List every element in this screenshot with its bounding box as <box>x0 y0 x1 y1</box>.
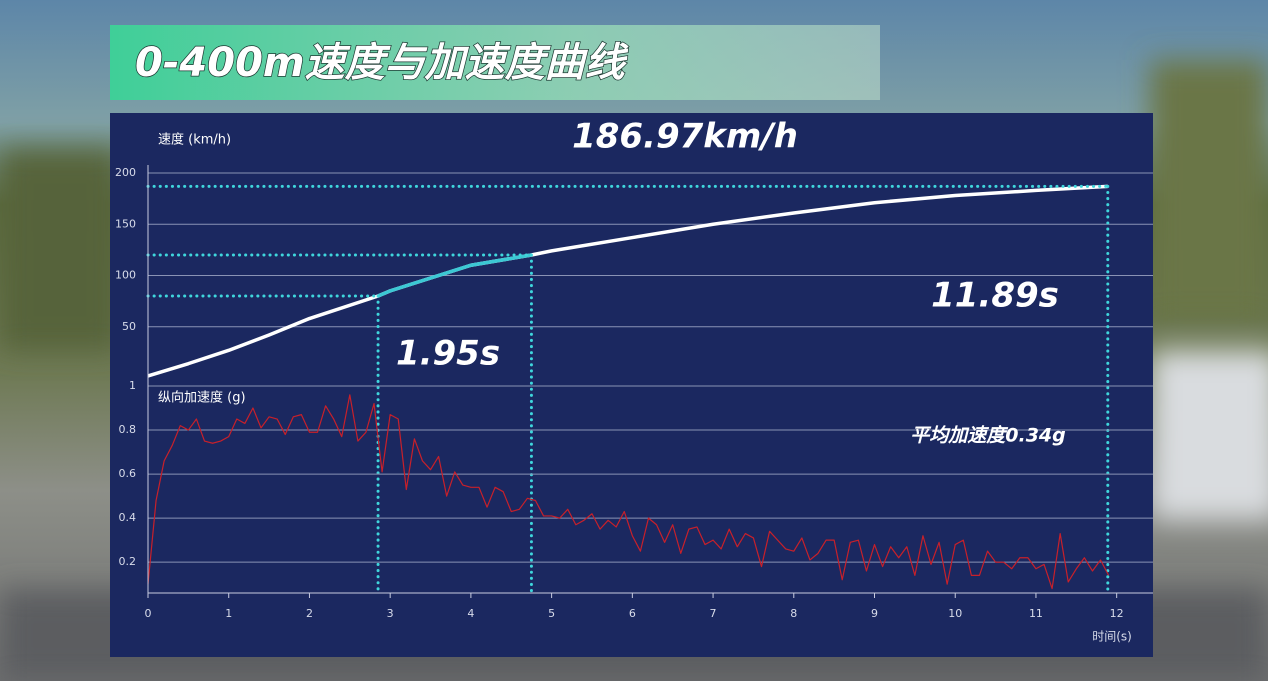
annotation: 平均加速度0.34g <box>910 425 1065 447</box>
y-tick-label: 50 <box>122 320 136 333</box>
annotation: 11.89s <box>931 276 1059 316</box>
y-tick-label: 150 <box>115 217 136 230</box>
y-tick-label: 0.4 <box>119 511 137 524</box>
y-tick-label: 0.8 <box>119 423 137 436</box>
x-tick-label: 0 <box>145 607 152 620</box>
x-tick-label: 3 <box>387 607 394 620</box>
x-axis-label: 时间(s) <box>1092 630 1132 644</box>
y-tick-label: 0.6 <box>119 467 137 480</box>
x-tick-label: 12 <box>1110 607 1124 620</box>
data-line <box>147 394 1110 590</box>
y-axis-label: 速度 (km/h) <box>158 132 231 148</box>
x-tick-label: 4 <box>467 607 474 620</box>
x-tick-label: 6 <box>629 607 636 620</box>
x-tick-label: 8 <box>790 607 797 620</box>
x-tick-label: 7 <box>710 607 717 620</box>
title-banner <box>110 25 880 100</box>
x-tick-label: 11 <box>1029 607 1043 620</box>
y-tick-label: 100 <box>115 269 136 282</box>
y-tick-label: 0.2 <box>119 555 137 568</box>
x-tick-label: 5 <box>548 607 555 620</box>
annotation: 186.97km/h <box>572 117 798 157</box>
y-tick-label: 1 <box>129 379 136 392</box>
plot: 速度 (km/h)50100150200186.97km/h1.95s11.89… <box>115 117 1153 644</box>
x-tick-label: 9 <box>871 607 878 620</box>
chart-panel <box>110 113 1153 657</box>
x-tick-label: 2 <box>306 607 313 620</box>
y-axis-label: 纵向加速度 (g) <box>158 390 246 406</box>
x-tick-label: 1 <box>225 607 232 620</box>
x-tick-label: 10 <box>948 607 962 620</box>
annotation: 1.95s <box>396 334 500 374</box>
page-title: 0-400m速度与加速度曲线 <box>135 40 629 86</box>
y-tick-label: 200 <box>115 166 136 179</box>
